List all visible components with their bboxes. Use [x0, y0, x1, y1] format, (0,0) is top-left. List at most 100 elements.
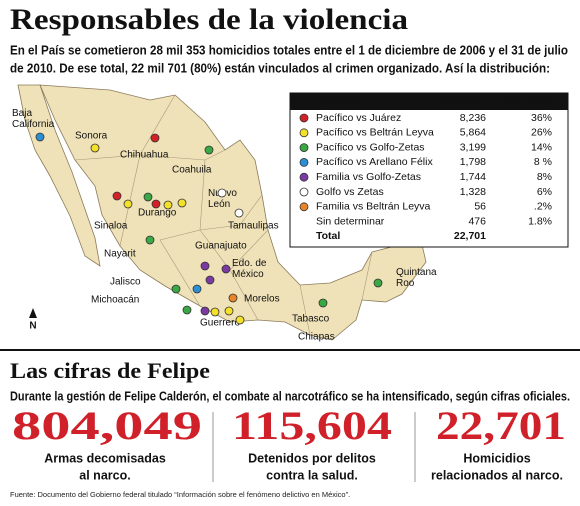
table-cell: 36%	[531, 112, 552, 124]
state-label: Baja California	[12, 108, 55, 130]
source: Fuente: Documento del Gobierno federal t…	[10, 490, 350, 499]
table-cell: 1,328	[460, 186, 486, 198]
conflict-dot	[221, 264, 231, 274]
conflict-dot	[200, 306, 210, 316]
table-header: Conflicto	[318, 95, 364, 107]
table-cell: 6%	[537, 186, 552, 198]
state-label: Quintana Roo	[396, 267, 437, 289]
state-label: Sinaloa	[94, 221, 128, 232]
table-cell: 3,199	[460, 141, 486, 153]
table-cell: 8%	[537, 171, 552, 183]
conflict-dot	[90, 143, 100, 153]
state-label: Nayarit	[104, 249, 136, 260]
state-label: Tamaulipas	[228, 221, 279, 232]
stat-value: 22,701	[436, 403, 566, 448]
table-cell: 5,864	[460, 127, 486, 139]
table-cell: Pacífico vs Beltrán Leyva	[316, 127, 434, 139]
state-label-line: Edo. de	[232, 258, 267, 269]
legend-dot	[299, 172, 309, 182]
conflict-dot	[217, 188, 227, 198]
legend-dot	[299, 113, 309, 123]
table-cell: Sin determinar	[316, 215, 385, 227]
title: Responsables de la violencia	[10, 3, 408, 36]
conflict-dot	[163, 200, 173, 210]
conflict-dot	[112, 191, 122, 201]
state-label-line: México	[232, 269, 264, 280]
state-label: Tabasco	[292, 314, 330, 325]
table-cell: Pacífico vs Juárez	[316, 112, 401, 124]
conflict-dot	[143, 192, 153, 202]
conflict-dot	[210, 307, 220, 317]
table	[289, 92, 569, 248]
table-cell: Pacífico vs Arellano Félix	[316, 156, 433, 168]
stat-label: Detenidos por delitos	[248, 451, 376, 465]
stat-label: Armas decomisadas	[44, 451, 166, 465]
state-label: Michoacán	[91, 295, 139, 306]
intro-line: de 2010. De ese total, 22 mil 701 (80%) …	[10, 60, 550, 75]
conflict-dot	[205, 275, 215, 285]
table-cell: 8 %	[534, 156, 552, 168]
table-total: 22,701	[454, 230, 486, 242]
conflict-dot	[182, 305, 192, 315]
state-label: Sonora	[75, 131, 108, 142]
intro-line: En el País se cometieron 28 mil 353 homi…	[10, 42, 568, 57]
section-subtitle: Durante la gestión de Felipe Calderón, e…	[10, 389, 570, 403]
map-land	[39, 84, 427, 341]
state-label-line: Baja	[12, 108, 32, 119]
svg-text:N: N	[29, 321, 36, 332]
legend-dot	[299, 128, 309, 138]
table-cell: 1,744	[460, 171, 486, 183]
table-cell: 476	[468, 215, 486, 227]
map-land	[17, 84, 101, 267]
table-cell: 1.8%	[528, 215, 552, 227]
state-label: Guanajuato	[195, 241, 247, 252]
state-label-line: Quintana	[396, 267, 437, 278]
conflict-dot	[234, 208, 244, 218]
state-label: Edo. de México	[232, 258, 267, 280]
table-cell: 14%	[531, 141, 552, 153]
stat-value: 115,604	[232, 403, 392, 448]
conflict-dot	[145, 235, 155, 245]
stat-value: 804,049	[12, 403, 202, 448]
conflict-dot	[228, 293, 238, 303]
state-label-line: León	[208, 199, 230, 210]
legend-dot	[299, 143, 309, 153]
conflict-dot	[151, 199, 161, 209]
state-label: Guerrero	[200, 318, 240, 329]
state-label: Chihuahua	[120, 150, 169, 161]
legend-dot	[299, 187, 309, 197]
conflict-dot	[224, 306, 234, 316]
conflict-dot	[192, 284, 202, 294]
table-cell: Familia vs Golfo-Zetas	[316, 171, 421, 183]
state-label: Jalisco	[110, 277, 141, 288]
table-header: Porcentaje	[498, 95, 552, 107]
conflict-dot	[204, 145, 214, 155]
conflict-dot	[235, 315, 245, 325]
conflict-dot	[150, 133, 160, 143]
conflict-dot	[177, 198, 187, 208]
state-label: Coahuila	[172, 165, 212, 176]
stat-label: relacionados al narco.	[431, 468, 563, 482]
state-label: Morelos	[244, 294, 280, 305]
state-label-line: California	[12, 119, 55, 130]
table-cell: 56	[474, 201, 486, 213]
table-cell: .2%	[534, 201, 552, 213]
conflict-dot	[123, 199, 133, 209]
table-header: Homicidios	[429, 95, 486, 107]
table-cell: 26%	[531, 127, 552, 139]
table-cell: Pacífico vs Golfo-Zetas	[316, 141, 425, 153]
section-title: Las cifras de Felipe	[10, 358, 210, 383]
legend-dot	[299, 202, 309, 212]
conflict-dot	[200, 261, 210, 271]
conflict-dot	[373, 278, 383, 288]
conflict-dot	[35, 132, 45, 142]
table-total: Total	[316, 230, 340, 242]
table-cell: Familia vs Beltrán Leyva	[316, 201, 431, 213]
state-label: Durango	[138, 208, 177, 219]
conflict-dot	[171, 284, 181, 294]
north-arrow: N	[29, 308, 37, 332]
conflict-dot	[318, 298, 328, 308]
table-cell: Golfo vs Zetas	[316, 186, 384, 198]
state-label: Chiapas	[298, 332, 335, 343]
